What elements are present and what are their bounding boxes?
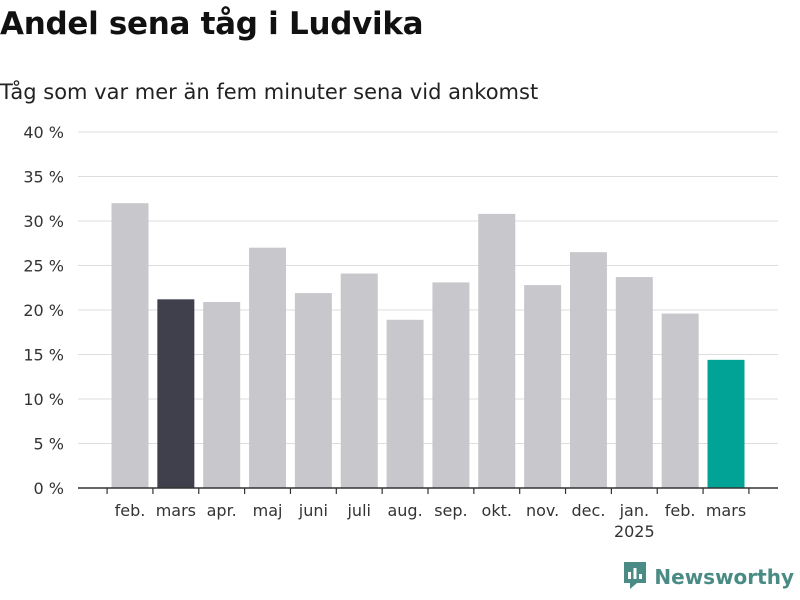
bar xyxy=(432,282,470,488)
bar xyxy=(203,301,241,488)
bar xyxy=(386,319,424,488)
bar xyxy=(661,313,699,488)
bar xyxy=(249,247,287,488)
y-tick-label: 35 % xyxy=(23,168,64,187)
newsworthy-logo-icon xyxy=(622,560,648,594)
y-tick-label: 15 % xyxy=(23,346,64,365)
y-tick-label: 5 % xyxy=(34,435,64,454)
x-tick-label: juli xyxy=(346,501,370,520)
chart-title: Andel sena tåg i Ludvika xyxy=(0,6,424,42)
y-tick-label: 30 % xyxy=(23,212,64,231)
x-axis xyxy=(78,487,778,494)
x-tick-label: dec. xyxy=(572,501,606,520)
x-tick-label: feb. xyxy=(665,501,696,520)
x-tick-label: maj xyxy=(253,501,283,520)
x-tick-label: mars xyxy=(706,501,746,520)
bar xyxy=(707,359,745,488)
x-tick-label: aug. xyxy=(387,501,422,520)
x-tick-label: jan. xyxy=(619,501,649,520)
x-tick-label: mars xyxy=(156,501,196,520)
y-tick-label: 40 % xyxy=(23,123,64,142)
x-tick-label: sep. xyxy=(434,501,467,520)
y-tick-label: 0 % xyxy=(34,479,64,498)
x-tick-label: juni xyxy=(298,501,328,520)
x-tick-label: apr. xyxy=(207,501,237,520)
bar xyxy=(569,252,607,488)
gridlines xyxy=(78,131,778,444)
x-tick-label: okt. xyxy=(482,501,512,520)
y-tick-label: 20 % xyxy=(23,301,64,320)
y-tick-label: 10 % xyxy=(23,390,64,409)
newsworthy-logo-text: Newsworthy xyxy=(654,565,794,589)
newsworthy-logo: Newsworthy xyxy=(622,560,794,594)
bar xyxy=(111,203,149,488)
bar xyxy=(615,277,653,488)
bars xyxy=(111,203,745,488)
year-label: 2025 xyxy=(614,522,655,541)
y-tick-label: 25 % xyxy=(23,257,64,276)
bar xyxy=(294,293,332,488)
tick-labels: 0 % 5 % 10 % 15 % 20 % 25 % 30 % 35 % 40 % feb. ma… xyxy=(23,123,746,541)
bar xyxy=(524,285,562,488)
x-tick-label: feb. xyxy=(115,501,146,520)
bar xyxy=(478,213,516,488)
bar xyxy=(157,299,195,488)
bar xyxy=(340,273,378,488)
x-tick-label: nov. xyxy=(526,501,559,520)
chart-subtitle: Tåg som var mer än fem minuter sena vid … xyxy=(0,80,539,104)
